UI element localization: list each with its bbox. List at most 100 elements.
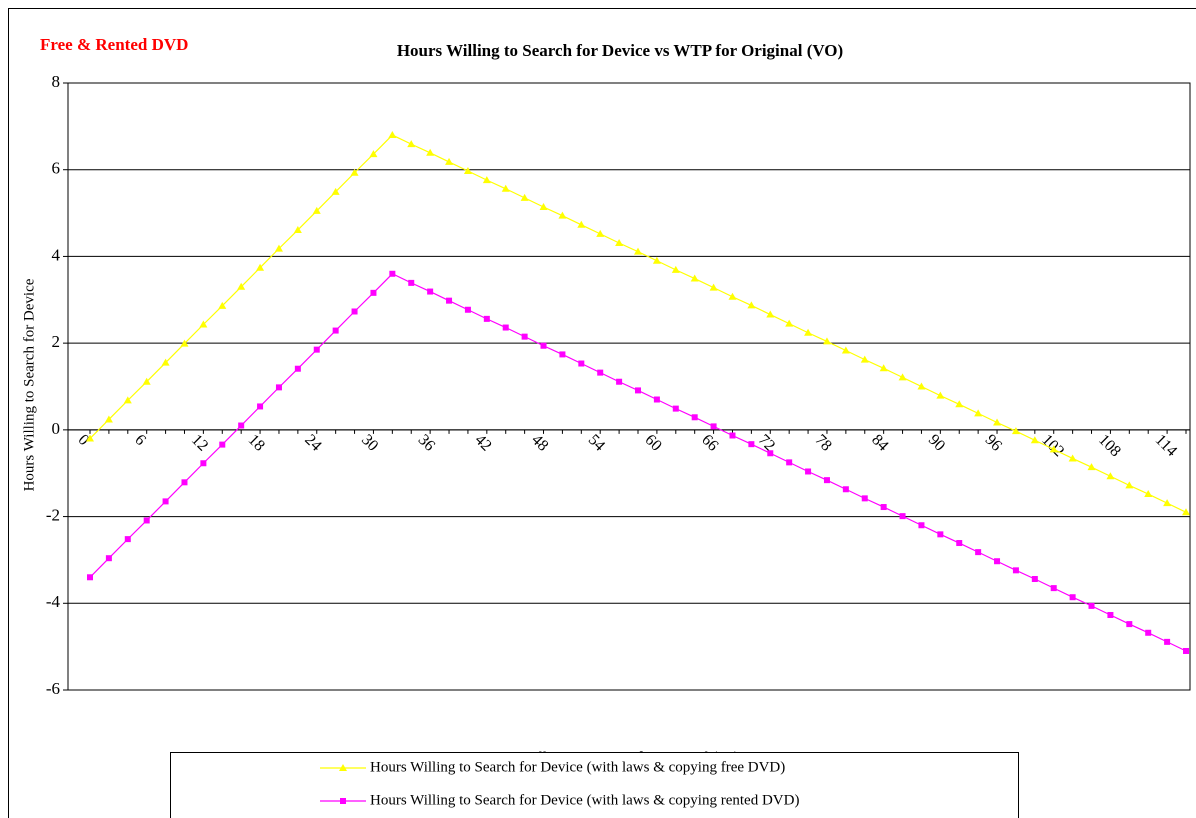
data-point: [427, 288, 434, 295]
data-point: [1087, 463, 1096, 471]
data-point: [709, 283, 718, 291]
data-point: [86, 434, 94, 442]
data-point: [766, 310, 775, 318]
data-point: [1088, 602, 1095, 609]
data-point: [331, 187, 340, 195]
data-point: [671, 265, 680, 273]
data-point: [841, 346, 850, 354]
data-point: [388, 131, 397, 139]
data-point: [879, 364, 888, 372]
data-point: [559, 351, 566, 358]
data-point: [539, 203, 548, 211]
data-point: [729, 432, 736, 439]
data-point: [219, 441, 226, 448]
data-point: [1050, 585, 1057, 592]
data-point: [256, 263, 265, 271]
data-point: [860, 355, 869, 363]
data-point: [105, 555, 112, 562]
data-point: [180, 339, 189, 347]
legend-marker: [340, 798, 346, 804]
data-point: [899, 513, 906, 520]
data-point: [786, 459, 793, 466]
data-point: [635, 387, 641, 394]
data-point: [274, 244, 283, 252]
data-point: [767, 450, 774, 457]
data-point: [1163, 499, 1172, 507]
y-tick-label: 8: [52, 72, 61, 91]
data-point: [1183, 647, 1189, 654]
data-point: [955, 400, 964, 408]
y-tick-label: -6: [46, 679, 60, 698]
legend-label: Hours Willing to Search for Device (with…: [370, 759, 785, 775]
data-point: [1182, 508, 1190, 516]
data-point: [464, 306, 471, 313]
data-point: [616, 378, 623, 385]
data-point: [369, 150, 378, 158]
data-point: [445, 157, 454, 165]
legend-marker: [339, 764, 347, 771]
data-point: [974, 409, 983, 417]
data-point: [237, 282, 246, 290]
data-point: [312, 206, 321, 214]
data-point: [880, 504, 887, 511]
data-point: [937, 531, 944, 538]
data-point: [956, 540, 963, 547]
data-point: [975, 549, 982, 556]
legend-label: Hours Willing to Search for Device (with…: [370, 792, 799, 808]
data-point: [785, 319, 794, 327]
data-point: [842, 486, 849, 493]
data-point: [728, 292, 737, 300]
data-point: [142, 377, 151, 385]
y-tick-label: 2: [52, 332, 61, 351]
data-point: [463, 167, 472, 175]
data-point: [1126, 621, 1133, 628]
data-point: [558, 211, 567, 219]
data-point: [351, 308, 358, 315]
y-axis-label: Hours Willing to Search for Device: [21, 278, 37, 491]
data-point: [426, 148, 435, 156]
data-point: [483, 315, 490, 322]
data-point: [918, 522, 925, 529]
data-point: [1107, 611, 1114, 618]
data-point: [597, 369, 604, 376]
data-point: [199, 320, 208, 328]
data-point: [501, 184, 510, 192]
data-point: [578, 360, 585, 367]
data-point: [389, 270, 396, 277]
data-point: [238, 422, 245, 429]
data-point: [596, 229, 605, 237]
data-point: [124, 536, 131, 543]
data-point: [123, 396, 132, 404]
data-point: [936, 391, 945, 399]
data-point: [747, 301, 756, 309]
data-point: [634, 247, 642, 255]
data-point: [1145, 629, 1152, 636]
data-point: [104, 415, 113, 423]
data-point: [672, 405, 679, 412]
data-point: [748, 441, 755, 448]
y-tick-label: 4: [52, 245, 61, 264]
data-point: [710, 423, 717, 430]
data-point: [861, 495, 868, 502]
data-point: [502, 324, 509, 331]
data-point: [823, 477, 830, 484]
data-point: [577, 220, 586, 228]
y-tick-label: 6: [52, 159, 61, 178]
data-point: [408, 279, 415, 286]
data-point: [87, 574, 93, 581]
data-point: [521, 333, 528, 340]
data-point: [1012, 567, 1019, 574]
data-point: [652, 256, 661, 264]
data-point: [1031, 576, 1038, 583]
data-point: [898, 373, 907, 381]
data-point: [446, 297, 453, 304]
chart-frame: [8, 8, 1196, 818]
data-point: [1164, 638, 1171, 645]
data-point: [407, 140, 416, 148]
data-point: [218, 301, 227, 309]
data-point: [917, 382, 926, 390]
data-point: [520, 193, 529, 201]
data-point: [615, 238, 624, 246]
data-point: [1049, 445, 1058, 453]
